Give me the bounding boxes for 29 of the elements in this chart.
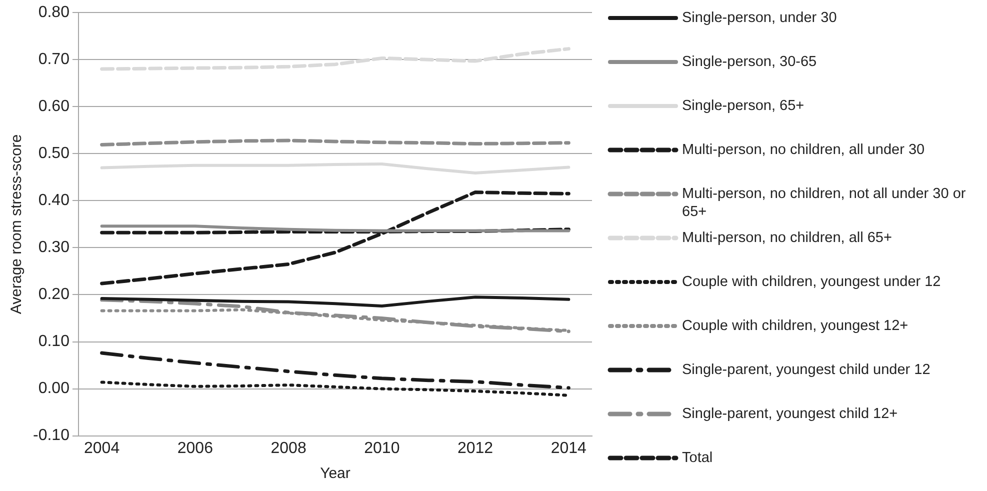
y-tick-label: 0.30 (38, 239, 70, 256)
x-tick-label: 2012 (457, 440, 494, 457)
y-tick-label: -0.10 (33, 427, 70, 444)
x-tick-label: 2008 (270, 440, 306, 457)
y-tick-label: 0.20 (38, 286, 70, 304)
legend-label: Single-parent, youngest child under 12 (682, 362, 930, 378)
y-tick-label: 0.40 (38, 192, 70, 210)
legend-label: Multi-person, no children, all 65+ (682, 230, 892, 246)
x-tick-label: 2014 (550, 440, 587, 457)
legend-label: Multi-person, no children, not all under 30 or 65+ (682, 186, 966, 220)
legend-label: Total (682, 450, 713, 466)
y-tick-label: 0.00 (38, 380, 70, 398)
y-tick-label: 0.80 (38, 4, 70, 22)
y-tick-label: 0.10 (38, 333, 70, 350)
y-tick-label: 0.70 (38, 51, 70, 68)
y-tick-label: 0.50 (38, 145, 70, 162)
legend-label: Couple with children, youngest 12+ (682, 318, 908, 334)
legend-label: Couple with children, youngest under 12 (682, 274, 941, 290)
x-tick-label: 2010 (364, 440, 400, 457)
y-axis-title: Average room stress-score (8, 134, 26, 314)
legend-label: Single-person, under 30 (682, 10, 837, 26)
legend-label: Multi-person, no children, all under 30 (682, 142, 925, 158)
legend-label: Single-person, 65+ (682, 98, 804, 114)
legend-label: Single-parent, youngest child 12+ (682, 406, 898, 422)
x-axis-title: Year (320, 465, 350, 482)
y-tick-label: 0.60 (38, 98, 70, 116)
legend-label: Single-person, 30-65 (682, 54, 817, 70)
x-tick-label: 2004 (84, 440, 120, 457)
x-tick-label: 2006 (177, 440, 214, 457)
